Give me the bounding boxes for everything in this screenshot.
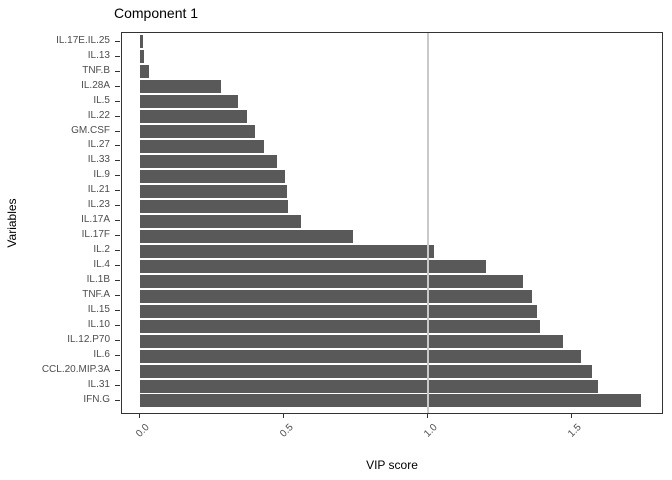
x-tick-label-1.5: 1.5 (566, 422, 584, 440)
y-tick-mark (115, 160, 120, 161)
y-tick-mark (115, 235, 120, 236)
y-tick-mark (115, 370, 120, 371)
y-tick-mark (115, 190, 120, 191)
y-tick-label-IL.28A: IL.28A (81, 79, 110, 91)
y-tick-mark (115, 400, 120, 401)
y-tick-label-IL.17F: IL.17F (81, 229, 110, 241)
y-tick-label-IFN.G: IFN.G (83, 393, 110, 405)
bar-IL.17F (140, 229, 354, 243)
y-axis-title: Variables (5, 198, 19, 248)
y-tick-label-IL.31: IL.31 (87, 379, 110, 390)
y-tick-mark (115, 131, 120, 132)
y-tick-label-IL.6: IL.6 (93, 349, 110, 361)
bar-IL.31 (140, 379, 598, 393)
y-tick-mark (115, 385, 120, 386)
y-tick-mark (115, 205, 120, 206)
bar-IL.23 (140, 199, 289, 213)
x-axis-title: VIP score (366, 458, 418, 472)
bar-IL.12.P70 (140, 334, 564, 348)
bar-TNF.A (140, 289, 532, 303)
y-tick-mark (115, 71, 120, 72)
y-tick-label-TNF.A: TNF.A (82, 289, 110, 301)
bar-IL.5 (140, 95, 238, 109)
x-tick-label-1.0: 1.0 (422, 422, 440, 440)
bar-IFN.G (140, 394, 642, 408)
y-tick-mark (115, 175, 120, 176)
y-tick-mark (115, 116, 120, 117)
bar-IL.27 (140, 139, 264, 153)
y-tick-mark (115, 355, 120, 356)
y-tick-label-GM.CSF: GM.CSF (71, 124, 110, 136)
bar-IL.33 (140, 154, 277, 168)
y-tick-label-CCL.20.MIP.3A: CCL.20.MIP.3A (41, 364, 110, 376)
bar-IL.4 (140, 259, 486, 273)
y-tick-label-IL.10: IL.10 (87, 319, 110, 331)
y-tick-label-IL.1B: IL.1B (86, 274, 110, 286)
y-tick-label-IL.2: IL.2 (93, 244, 110, 256)
y-tick-mark (115, 340, 120, 341)
bar-CCL.20.MIP.3A (140, 364, 593, 378)
y-tick-mark (115, 280, 120, 281)
y-tick-label-IL.13: IL.13 (87, 49, 110, 61)
bar-IL.21 (140, 184, 287, 198)
y-tick-label-IL.33: IL.33 (87, 154, 110, 166)
y-tick-label-IL.4: IL.4 (93, 259, 110, 271)
y-tick-label-IL.15: IL.15 (87, 304, 110, 316)
bar-IL.2 (140, 244, 434, 258)
y-tick-label-IL.17E.IL.25: IL.17E.IL.25 (56, 34, 110, 46)
y-tick-mark (115, 250, 120, 251)
y-tick-mark (115, 86, 120, 87)
y-tick-mark (115, 101, 120, 102)
bar-TNF.B (140, 65, 149, 79)
y-tick-label-IL.5: IL.5 (93, 94, 110, 106)
y-tick-mark (115, 220, 120, 221)
reference-line (427, 33, 429, 413)
bar-GM.CSF (140, 125, 256, 139)
x-tick-mark (427, 414, 428, 418)
y-tick-label-IL.12.P70: IL.12.P70 (67, 334, 110, 346)
y-tick-mark (115, 145, 120, 146)
y-tick-label-IL.9: IL.9 (93, 169, 110, 181)
bar-IL.28A (140, 80, 221, 94)
bar-IL.22 (140, 110, 247, 124)
bar-IL.13 (140, 50, 145, 64)
bar-IL.10 (140, 319, 541, 333)
bar-IL.1B (140, 274, 524, 288)
x-tick-mark (571, 414, 572, 418)
bar-IL.15 (140, 304, 538, 318)
x-tick-label-0.0: 0.0 (134, 422, 152, 440)
chart-title: Component 1 (114, 5, 199, 21)
bar-IL.17A (140, 214, 302, 228)
plot-panel (121, 32, 663, 414)
bar-IL.9 (140, 169, 286, 183)
y-tick-mark (115, 56, 120, 57)
x-tick-label-0.5: 0.5 (278, 422, 296, 440)
y-tick-mark (115, 310, 120, 311)
bar-IL.6 (140, 349, 581, 363)
x-tick-mark (283, 414, 284, 418)
y-tick-mark (115, 41, 120, 42)
y-tick-mark (115, 295, 120, 296)
bar-IL.17E.IL.25 (140, 35, 143, 49)
y-tick-label-IL.21: IL.21 (87, 184, 110, 196)
x-tick-mark (139, 414, 140, 418)
y-tick-label-IL.23: IL.23 (87, 199, 110, 211)
y-tick-mark (115, 325, 120, 326)
y-tick-label-IL.17A: IL.17A (81, 214, 110, 226)
y-tick-label-TNF.B: TNF.B (82, 64, 110, 76)
y-tick-mark (115, 265, 120, 266)
y-tick-label-IL.22: IL.22 (87, 109, 110, 121)
y-tick-label-IL.27: IL.27 (87, 139, 110, 151)
